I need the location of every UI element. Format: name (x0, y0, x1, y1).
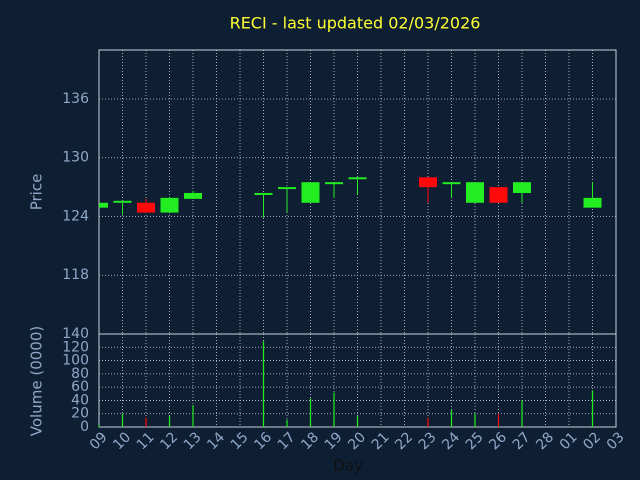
volume-tick-label: 40 (71, 392, 89, 408)
volume-bar (333, 392, 335, 427)
x-tick-label: 03 (604, 429, 628, 453)
x-tick-label: 10 (110, 429, 134, 453)
x-tick-label: 24 (439, 429, 463, 453)
x-tick-label: 17 (275, 429, 299, 453)
x-tick-label: 23 (416, 429, 440, 453)
candle-body (513, 182, 531, 193)
volume-bar (121, 413, 124, 427)
candle-body (348, 177, 367, 180)
volume-bar (98, 425, 100, 427)
x-tick-label: 13 (181, 429, 205, 453)
volume-tick-label: 0 (80, 419, 89, 435)
volume-axis-title: Volume (0000) (28, 326, 46, 436)
x-tick-label: 14 (204, 429, 228, 453)
volume-tick-label: 60 (71, 379, 89, 395)
candle-body (583, 197, 602, 208)
candle-body (442, 182, 461, 185)
x-tick-label: 22 (392, 429, 416, 453)
x-tick-label: 21 (369, 429, 393, 453)
volume-tick-label: 140 (62, 326, 89, 342)
volume-bar (262, 341, 265, 427)
candle-body (466, 182, 484, 203)
volume-bar (474, 413, 476, 427)
volume-bar (168, 415, 171, 427)
x-tick-label: 02 (580, 429, 604, 453)
y-tick-label: 124 (62, 208, 89, 224)
x-tick-label: 12 (157, 429, 181, 453)
y-tick-label: 130 (62, 150, 89, 166)
candle-body (184, 192, 202, 199)
y-axis-title: Price (28, 174, 46, 211)
volume-tick-label: 100 (62, 353, 89, 369)
x-tick-label: 09 (87, 429, 111, 453)
volume-bar (591, 390, 594, 427)
volume-bar (356, 415, 359, 427)
x-tick-label: 26 (486, 429, 510, 453)
volume-tick-label: 120 (62, 339, 89, 355)
volume-bar (521, 400, 523, 427)
x-tick-label: 19 (322, 429, 346, 453)
volume-bar (450, 409, 453, 427)
x-tick-label: 16 (251, 429, 275, 453)
x-tick-label: 11 (134, 429, 158, 453)
y-tick-label: 118 (62, 267, 89, 283)
candle-body (160, 197, 179, 213)
x-tick-label: 18 (298, 429, 322, 453)
x-tick-label: 25 (463, 429, 487, 453)
candle-body (137, 202, 155, 213)
volume-bar (286, 419, 288, 427)
x-tick-label: 27 (510, 429, 534, 453)
x-axis-title: Day (333, 457, 363, 475)
volume-bar (497, 413, 500, 427)
volume-tick-label: 20 (71, 406, 89, 422)
x-tick-label: 15 (228, 429, 252, 453)
y-tick-label: 136 (62, 91, 89, 107)
chart-title: RECI - last updated 02/03/2026 (230, 14, 481, 33)
candle-body (301, 182, 320, 203)
x-tick-label: 20 (345, 429, 369, 453)
x-tick-label: 01 (557, 429, 581, 453)
candle-body (278, 187, 296, 190)
x-tick-label: 28 (533, 429, 557, 453)
volume-tick-label: 80 (71, 366, 89, 382)
volume-bar (309, 398, 312, 427)
candle-body (419, 177, 437, 188)
candle-body (254, 192, 273, 195)
candle-body (99, 202, 108, 208)
candle-body (113, 200, 132, 203)
volume-bar (192, 405, 194, 427)
candle-body (325, 182, 343, 185)
volume-bar (145, 417, 147, 427)
volume-bar (427, 417, 429, 427)
volume-frame (98, 333, 617, 428)
candle-body (489, 187, 508, 203)
